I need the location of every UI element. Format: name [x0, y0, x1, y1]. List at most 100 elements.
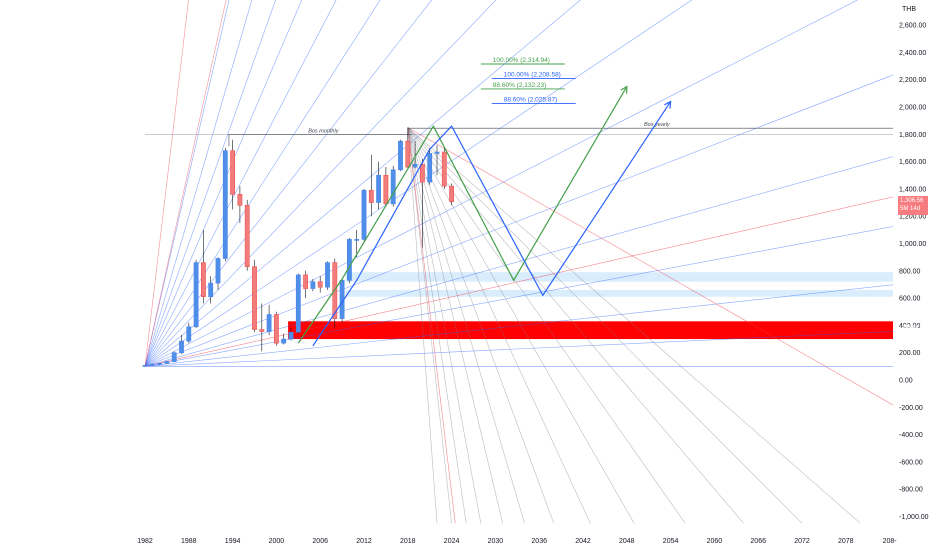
fan-line-0-7	[144, 0, 497, 367]
fan-line-0-13	[144, 226, 893, 367]
projection-path-1	[312, 101, 672, 347]
projection-path-0	[297, 86, 628, 344]
fan-line-0-6	[144, 0, 433, 367]
candle-body-10	[215, 258, 221, 284]
candle-body-11	[222, 150, 228, 259]
candle-body-14	[244, 204, 250, 268]
candle-body-17	[266, 314, 272, 332]
y-tick-label: -200.00	[899, 405, 923, 412]
candle-body-30	[361, 189, 367, 240]
fan-line-0-0	[144, 0, 230, 367]
y-tick-label: 2,400.00	[899, 50, 926, 57]
fan-line-2-11	[407, 127, 803, 524]
candle-body-32	[376, 174, 381, 203]
zone-0	[345, 289, 893, 297]
fan-line-0-14	[144, 284, 893, 367]
y-tick-label: -800.00	[899, 487, 923, 494]
fan-line-0-15	[144, 331, 893, 367]
x-tick-label: 2060	[707, 538, 723, 545]
x-tick-label: 2012	[356, 538, 372, 545]
fan-line-2-9	[407, 127, 686, 524]
fan-line-0-1	[144, 0, 253, 367]
candle-body-19	[281, 338, 287, 344]
candle-body-12	[230, 150, 235, 195]
fan-line-2-5	[407, 127, 525, 524]
fib-label-0: 100.00% (2,314.94)	[493, 57, 550, 64]
x-tick-label: 2036	[531, 538, 547, 545]
candle-body-4	[171, 352, 177, 362]
fib-label-3: 88.60% (2,025.87)	[504, 96, 557, 103]
projection-arrow-0	[620, 85, 628, 94]
y-tick-label: 1,000.00	[899, 241, 926, 248]
fan-line-0-9	[144, 0, 693, 367]
candle-body-25	[325, 262, 330, 288]
fan-line-3-1	[407, 127, 893, 406]
fan-line-3-0	[407, 127, 456, 524]
y-tick-label: 600.00	[899, 296, 921, 303]
y-tick-label: 400.00	[899, 323, 921, 330]
y-tick-label: 1,600.00	[899, 159, 926, 166]
bos-label-1: Bos yearly	[644, 122, 671, 128]
candle-body-16	[259, 329, 265, 332]
x-tick-label: 2006	[312, 538, 328, 545]
fib-label-2: 88.60% (2,132.23)	[493, 82, 546, 89]
fan-line-1-1	[144, 0, 227, 367]
fan-line-2-2	[407, 127, 467, 524]
x-tick-label: 2000	[269, 538, 285, 545]
candle-body-8	[201, 262, 206, 298]
fan-line-1-0	[144, 0, 189, 367]
fib-label-1: 100.00% (2,208.58)	[504, 72, 561, 79]
candle-body-6	[186, 326, 192, 342]
currency-label: THB	[902, 6, 916, 13]
candle-body-24	[317, 281, 323, 288]
y-tick-label: 2,000.00	[899, 105, 926, 112]
projection-arrow-1	[664, 100, 672, 109]
fan-line-2-3	[407, 127, 482, 524]
y-tick-label: 2,600.00	[899, 23, 926, 30]
x-tick-label: 2048	[619, 538, 635, 545]
y-tick-label: 1,400.00	[899, 186, 926, 193]
candle-body-9	[208, 282, 214, 298]
candle-body-5	[179, 340, 184, 354]
y-tick-label: -600.00	[899, 459, 923, 466]
candle-body-20	[288, 331, 294, 340]
candle-body-42	[449, 185, 454, 202]
candle-body-1	[149, 364, 155, 366]
zone-label: นาทีทอง	[898, 325, 919, 331]
candle-body-23	[310, 281, 316, 289]
candle-body-21	[295, 274, 301, 333]
candle-body-34	[390, 169, 396, 205]
x-tick-label: 2054	[663, 538, 679, 545]
zone-1	[345, 272, 893, 282]
fan-line-2-12	[407, 127, 861, 524]
current-price-value: 1,306.56	[900, 198, 924, 204]
candle-body-40	[434, 151, 440, 154]
y-tick-label: 200.00	[899, 350, 921, 357]
fan-line-2-4	[407, 127, 503, 524]
candle-body-13	[237, 194, 243, 206]
y-tick-label: 1,800.00	[899, 132, 926, 139]
candle-body-35	[398, 140, 403, 171]
fan-line-2-0	[407, 127, 438, 524]
x-tick-label: 1988	[181, 538, 197, 545]
fan-line-0-2	[144, 0, 276, 367]
candle-body-18	[273, 314, 279, 344]
candle-body-15	[252, 266, 257, 330]
fan-line-2-10	[407, 127, 744, 524]
candle-body-39	[427, 153, 433, 183]
candle-body-22	[303, 274, 308, 289]
fan-line-0-4	[144, 0, 337, 367]
x-tick-label: 1994	[225, 538, 241, 545]
candle-body-3	[164, 361, 170, 364]
bar-countdown: 5M 14d	[900, 206, 921, 212]
fan-line-0-10	[144, 0, 859, 367]
candle-body-36	[405, 140, 411, 168]
candle-body-31	[368, 189, 374, 203]
x-tick-label: 2066	[750, 538, 766, 545]
fan-line-2-8	[407, 127, 635, 524]
candle-body-28	[346, 239, 352, 281]
current-price-badge: 1,306.56 5M 14d	[898, 196, 928, 215]
candle-body-2	[157, 363, 162, 365]
